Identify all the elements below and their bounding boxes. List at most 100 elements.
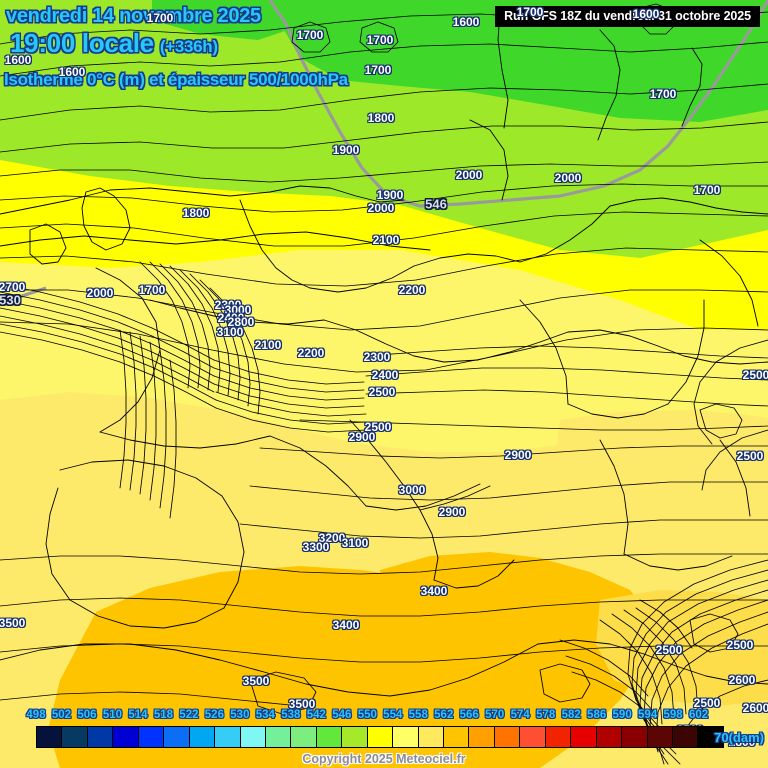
contour-label: 3500 bbox=[242, 674, 270, 688]
legend-tick: 566 bbox=[459, 709, 479, 721]
legend-swatch[interactable] bbox=[444, 727, 470, 747]
legend-swatch[interactable] bbox=[113, 727, 139, 747]
contour-label: 1600 bbox=[4, 53, 32, 67]
legend-tick: 506 bbox=[77, 709, 97, 721]
legend-swatch[interactable] bbox=[138, 727, 165, 747]
contour-label: 3500 bbox=[288, 697, 316, 711]
legend-swatch[interactable] bbox=[316, 727, 343, 747]
legend-tick: 582 bbox=[561, 709, 581, 721]
contour-label: 3300 bbox=[302, 540, 330, 554]
contour-label: 1900 bbox=[332, 143, 360, 157]
contour-label: 1600 bbox=[452, 15, 480, 29]
contour-label: 3500 bbox=[0, 616, 26, 630]
contour-label: 2800 bbox=[728, 735, 756, 749]
contour-label: 2500 bbox=[736, 449, 764, 463]
legend-unit-label: 70(dam) bbox=[714, 730, 764, 745]
legend-swatch[interactable] bbox=[265, 727, 292, 747]
parameter-title-label: Isotherme 0°C (m) et épaisseur 500/1000h… bbox=[4, 70, 348, 89]
copyright-label: Copyright 2025 Meteociel.fr bbox=[302, 752, 466, 766]
legend-tick: 518 bbox=[153, 709, 174, 721]
contour-label: 2900 bbox=[438, 505, 466, 519]
legend-swatch[interactable] bbox=[37, 727, 63, 747]
contour-label: 1800 bbox=[367, 111, 395, 125]
legend-tick: 546 bbox=[332, 709, 352, 721]
contour-label: 2400 bbox=[371, 368, 399, 382]
contour-label: 1900 bbox=[376, 188, 404, 202]
legend-swatch[interactable] bbox=[469, 727, 495, 747]
legend-swatch[interactable] bbox=[342, 727, 368, 747]
forecast-time-group: 19:00 locale (+336h) bbox=[10, 28, 218, 59]
color-scale-legend: 498 502 506 510 514 518 522 526 530 534 538 542 546 5… bbox=[0, 708, 768, 768]
legend-tick: 562 bbox=[434, 709, 454, 721]
legend-swatch[interactable] bbox=[520, 727, 546, 747]
legend-swatch[interactable] bbox=[418, 727, 444, 747]
legend-tick: 602 bbox=[688, 709, 709, 721]
legend-swatch[interactable] bbox=[215, 727, 241, 747]
legend-tick-labels: 498 502 506 510 514 518 522 526 530 534 538 542 546 5… bbox=[26, 708, 724, 725]
contour-label: 1700 bbox=[138, 283, 166, 297]
legend-tick: 594 bbox=[638, 709, 658, 721]
legend-tick: 542 bbox=[306, 709, 326, 721]
contour-label: 1700 bbox=[516, 5, 544, 19]
legend-tick: 558 bbox=[408, 709, 428, 721]
contour-label: 1700 bbox=[649, 87, 677, 101]
legend-tick: 554 bbox=[383, 709, 403, 721]
forecast-time-label: 19:00 locale bbox=[10, 28, 154, 58]
contour-label: 2600 bbox=[728, 673, 756, 687]
legend-tick: 534 bbox=[255, 709, 275, 721]
contour-label: 2900 bbox=[348, 430, 376, 444]
contour-label: 2500 bbox=[726, 638, 754, 652]
legend-swatch[interactable] bbox=[164, 727, 190, 747]
contour-label: 3000 bbox=[224, 303, 252, 317]
contour-label: 3100 bbox=[341, 536, 369, 550]
legend-color-bar[interactable] bbox=[36, 726, 724, 748]
contour-label: 3400 bbox=[420, 584, 448, 598]
contour-label: 3200 bbox=[318, 531, 346, 545]
legend-tick: 498 bbox=[26, 709, 46, 721]
legend-swatch[interactable] bbox=[240, 727, 266, 747]
legend-swatch[interactable] bbox=[571, 727, 597, 747]
contour-label: 2400 bbox=[217, 311, 245, 325]
contour-label: 2500 bbox=[693, 696, 721, 710]
legend-swatch[interactable] bbox=[367, 727, 394, 747]
contour-label: 1700 bbox=[693, 183, 721, 197]
legend-swatch[interactable] bbox=[494, 727, 521, 747]
contour-label: 2000 bbox=[455, 168, 483, 182]
legend-swatch[interactable] bbox=[291, 727, 317, 747]
legend-tick: 538 bbox=[281, 709, 301, 721]
band-orange-e bbox=[596, 590, 768, 706]
contour-label: 1700 bbox=[364, 63, 392, 77]
isotherm-contours bbox=[0, 3, 768, 765]
legend-swatch[interactable] bbox=[189, 727, 216, 747]
legend-swatch[interactable] bbox=[393, 727, 419, 747]
legend-tick: 578 bbox=[536, 709, 556, 721]
legend-swatch[interactable] bbox=[62, 727, 88, 747]
contour-label: 2500 bbox=[655, 643, 683, 657]
legend-swatch[interactable] bbox=[622, 727, 648, 747]
legend-tick: 502 bbox=[51, 709, 72, 721]
legend-swatch[interactable] bbox=[545, 727, 572, 747]
legend-swatch[interactable] bbox=[87, 727, 114, 747]
legend-tick: 522 bbox=[179, 709, 199, 721]
contour-label: 1800 bbox=[182, 206, 210, 220]
contour-label: 2200 bbox=[297, 346, 325, 360]
contour-label: 2100 bbox=[372, 233, 400, 247]
contour-label: 1600 bbox=[58, 65, 86, 79]
contour-label: 2000 bbox=[367, 201, 395, 215]
contour-label: 1600 bbox=[632, 7, 660, 21]
contour-label: 2500 bbox=[742, 368, 768, 382]
legend-swatch[interactable] bbox=[596, 727, 623, 747]
legend-swatch[interactable] bbox=[672, 727, 699, 747]
band-amber-midright bbox=[556, 410, 768, 476]
contour-label: 3000 bbox=[398, 483, 426, 497]
contour-label: 2000 bbox=[86, 286, 114, 300]
legend-tick: 530 bbox=[230, 709, 250, 721]
legend-tick: 586 bbox=[587, 709, 607, 721]
se-gradient-bundle bbox=[559, 559, 768, 765]
contour-label: 2300 bbox=[214, 298, 242, 312]
legend-swatch[interactable] bbox=[698, 727, 723, 747]
contour-label: 2500 bbox=[364, 420, 392, 434]
legend-swatch[interactable] bbox=[647, 727, 673, 747]
